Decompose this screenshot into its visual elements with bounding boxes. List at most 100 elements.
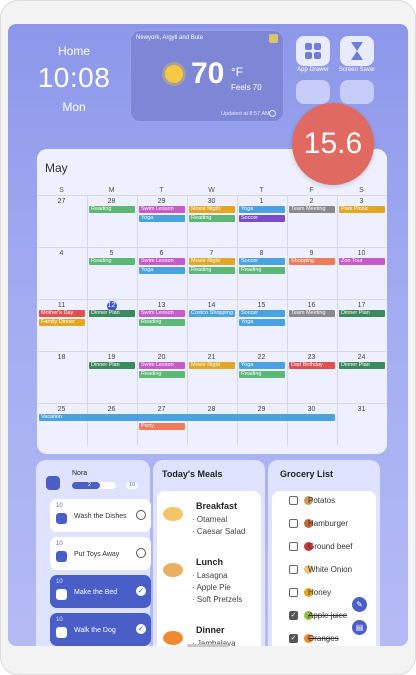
calendar-event[interactable]: Yoga [239,362,285,369]
grocery-item-label[interactable]: White Onion [308,565,353,574]
calendar-event[interactable]: Swim Lesson [139,310,185,317]
day-number[interactable]: 4 [59,250,64,257]
calendar-event[interactable]: Movie Night [189,206,235,213]
timer-badge[interactable]: 15.6 [292,103,374,185]
grocery-item-label[interactable]: Ground beef [308,542,353,551]
day-number[interactable]: 17 [357,302,366,309]
calendar-event[interactable]: Swim Lesson [139,362,185,369]
day-number[interactable]: 7 [209,250,214,257]
grocery-checkbox[interactable] [289,542,298,551]
calendar-event[interactable]: Movie Night [189,362,235,369]
day-number[interactable]: 30 [207,198,216,205]
day-number[interactable]: 14 [207,302,216,309]
calendar-event[interactable]: Dinner Plan [339,362,385,369]
day-number[interactable]: 11 [57,302,66,309]
chore-check-icon[interactable] [136,510,146,520]
calendar-event[interactable]: Soccer [239,258,285,265]
day-number[interactable]: 22 [257,354,266,361]
calendar-event[interactable]: Family Dinner [39,319,85,326]
refresh-icon[interactable] [269,110,276,117]
calendar-event[interactable]: Team Meeting [289,206,335,213]
day-number[interactable]: 21 [207,354,216,361]
day-number[interactable]: 31 [357,406,366,413]
grocery-checkbox[interactable]: ✓ [289,634,298,643]
day-number[interactable]: 30 [307,406,316,413]
day-number[interactable]: 25 [57,406,66,413]
day-number[interactable]: 27 [157,406,166,413]
day-number[interactable]: 5 [109,250,114,257]
day-number[interactable]: 10 [357,250,366,257]
calendar-event[interactable]: Reading [189,215,235,222]
calendar-event[interactable]: Yoga [239,319,285,326]
day-number[interactable]: 20 [157,354,166,361]
day-number[interactable]: 28 [207,406,216,413]
calendar-event[interactable]: Reading [89,258,135,265]
calendar-event[interactable]: Mother's Day [39,310,85,317]
day-number[interactable]: 6 [159,250,164,257]
calendar-event[interactable]: Reading [189,267,235,274]
calendar-event[interactable]: Dinner Plan [339,310,385,317]
calendar-event[interactable]: Costco Shopping [189,310,235,317]
grocery-checkbox[interactable] [289,519,298,528]
day-number[interactable]: 29 [157,198,166,205]
calendar-event[interactable]: Zoo Tour [339,258,385,265]
calendar-event[interactable]: Reading [239,371,285,378]
calendar-event[interactable]: Shopping [289,258,335,265]
calendar-event[interactable]: Reading [139,371,185,378]
calendar-event[interactable]: Swim Lesson [139,206,185,213]
grocery-checkbox[interactable] [289,588,298,597]
day-number[interactable]: 1 [259,198,264,205]
edit-button[interactable]: ✎ [352,597,367,612]
chore-card[interactable]: 10 Make the Bed ✓ [50,575,151,608]
calendar-event[interactable]: Yoga [139,215,185,222]
chore-check-icon[interactable]: ✓ [136,624,146,634]
chore-card[interactable]: 10 Walk the Dog ✓ [50,613,151,646]
tile-placeholder[interactable] [296,80,330,104]
day-number[interactable]: 9 [309,250,314,257]
calendar-event[interactable]: Park Picnic [339,206,385,213]
calendar-event[interactable]: Swim Lesson [139,258,185,265]
chore-card[interactable]: 10 Wash the Dishes [50,499,151,532]
day-number[interactable]: 27 [57,198,66,205]
clipboard-button[interactable]: ▤ [352,620,367,635]
calendar-event[interactable]: Reading [89,206,135,213]
grocery-item-label[interactable]: Potatos [308,496,336,505]
grocery-checkbox[interactable] [289,496,298,505]
calendar-event[interactable]: Reading [239,267,285,274]
calendar-event[interactable]: Dinner Plan [89,310,135,317]
grocery-checkbox[interactable] [289,565,298,574]
grocery-item-label[interactable]: Apple juice [308,611,348,620]
chore-check-icon[interactable]: ✓ [136,586,146,596]
screen-saver-button[interactable] [340,36,374,66]
grocery-item-label[interactable]: Oranges [308,634,339,643]
day-number[interactable]: 18 [57,354,66,361]
tile-placeholder[interactable] [340,80,374,104]
calendar-event[interactable]: Reading [139,319,185,326]
day-number[interactable]: 13 [157,302,166,309]
grocery-checkbox[interactable]: ✓ [289,611,298,620]
app-drawer-button[interactable] [296,36,330,66]
calendar-event[interactable]: Dinner Plan [89,362,135,369]
weather-widget[interactable]: Newyork, Argyll and Bute 70 °F Feels 70 … [130,30,284,122]
calendar-event[interactable]: Yoga [139,267,185,274]
home-indicator[interactable] [187,644,229,647]
day-number[interactable]: 26 [107,406,116,413]
grocery-item-label[interactable]: Honey [308,588,332,597]
day-number[interactable]: 15 [257,302,266,309]
calendar-event[interactable]: Team Meeting [289,310,335,317]
calendar-event[interactable]: Dad Birthday [289,362,335,369]
day-number[interactable]: 24 [357,354,366,361]
day-number[interactable]: 23 [307,354,316,361]
grocery-item-label[interactable]: Hamburger [308,519,349,528]
day-number[interactable]: 12 [107,302,116,309]
day-number[interactable]: 2 [309,198,314,205]
calendar-event[interactable]: Movie Night [189,258,235,265]
calendar-event[interactable]: Soccer [239,310,285,317]
chore-card[interactable]: 10 Put Toys Away [50,537,151,570]
day-number[interactable]: 3 [359,198,364,205]
calendar-event[interactable]: Yoga [239,206,285,213]
day-number[interactable]: 29 [257,406,266,413]
day-number[interactable]: 16 [307,302,316,309]
calendar-event[interactable]: Soccer [239,215,285,222]
calendar-event-vacation[interactable]: Vacation [39,414,335,421]
